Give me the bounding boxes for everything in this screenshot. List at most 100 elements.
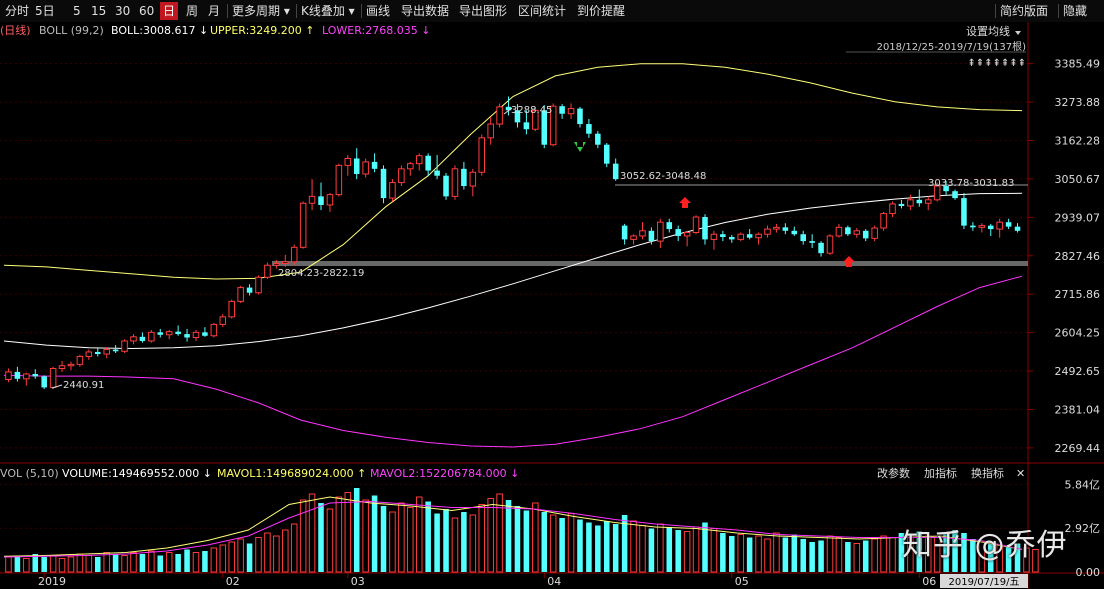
candle[interactable] [871,225,878,242]
candle[interactable] [791,226,798,236]
candle[interactable] [5,368,12,383]
volume-bar[interactable] [987,543,994,573]
candle[interactable] [469,168,477,197]
volume-bar[interactable] [237,538,244,573]
candle[interactable] [380,165,387,204]
candle[interactable] [326,192,334,212]
volume-bar[interactable] [639,525,646,573]
volume-bar[interactable] [192,552,200,573]
volume-bar[interactable] [800,539,806,572]
volume-bar[interactable] [184,549,190,573]
candle[interactable] [246,284,253,296]
volume-bar[interactable] [407,507,414,573]
candle[interactable] [907,194,914,211]
tab-15min[interactable]: 15 [91,4,107,18]
candle[interactable] [112,345,119,353]
candle[interactable] [103,347,110,359]
volume-bar[interactable] [415,496,423,573]
volume-bar[interactable] [228,541,235,573]
volume-bar[interactable] [541,512,548,572]
candle[interactable] [255,275,262,295]
candle[interactable] [425,153,431,176]
switch-indicator-button[interactable]: 换指标 [971,466,1004,480]
vol-indicator-label[interactable]: VOL (5,10) [0,467,59,480]
candle[interactable] [67,361,75,371]
candle[interactable] [666,218,673,233]
volume-bar[interactable] [889,537,896,573]
candle[interactable] [23,372,30,386]
volume-bar[interactable] [818,540,824,573]
volume-bar[interactable] [603,521,610,572]
volume-bar[interactable] [380,506,387,572]
volume-bar[interactable] [746,537,753,573]
candle[interactable] [514,104,521,128]
candle[interactable] [924,196,932,211]
volume-bar[interactable] [567,513,575,573]
candle[interactable] [398,165,405,187]
candle[interactable] [487,117,494,145]
volume-bar[interactable] [880,535,887,573]
volume-bar[interactable] [523,510,530,573]
chevron-down-icon[interactable] [1015,31,1021,35]
candle[interactable] [308,179,316,211]
close-icon[interactable]: ✕ [1016,467,1025,480]
tab-week[interactable]: 周 [186,4,199,18]
candle[interactable] [549,103,557,147]
candle[interactable] [318,182,324,211]
candle[interactable] [389,179,396,202]
candle[interactable] [228,299,235,319]
volume-bar[interactable] [809,542,815,572]
volume-bar[interactable] [58,558,66,573]
volume-bar[interactable] [648,528,655,573]
candle[interactable] [692,215,700,235]
candle[interactable] [755,232,762,245]
candle[interactable] [826,234,834,255]
candle[interactable] [415,153,423,171]
volume-bar[interactable] [692,526,700,573]
indicator-label[interactable]: BOLL (99,2) [39,24,104,37]
volume-bar[interactable] [826,535,834,573]
candle[interactable] [648,227,655,245]
candle[interactable] [720,230,726,242]
candle[interactable] [76,354,84,367]
volume-bar[interactable] [1014,543,1021,573]
volume-bar[interactable] [157,555,164,573]
candle[interactable] [505,96,512,116]
volume-bar[interactable] [67,556,75,573]
candle[interactable] [630,234,637,245]
candle[interactable] [933,182,941,202]
volume-bar[interactable] [362,499,369,573]
candle[interactable] [184,328,190,342]
volume-bar[interactable] [308,493,316,573]
candle[interactable] [299,201,307,249]
volume-bar[interactable] [862,540,869,573]
tab-5min[interactable]: 5 [73,4,81,18]
volume-bar[interactable] [32,554,39,572]
candle[interactable] [451,165,459,200]
volume-bar[interactable] [130,552,137,573]
volume-bar[interactable] [835,537,843,573]
tab-30min[interactable]: 30 [115,4,131,18]
candle[interactable] [1014,223,1021,233]
volume-bar[interactable] [898,533,905,572]
candle[interactable] [344,155,352,176]
candle[interactable] [987,223,994,236]
candle[interactable] [32,369,39,379]
volume-bar[interactable] [165,552,173,573]
volume-bar[interactable] [532,502,539,573]
candle[interactable] [407,161,414,176]
candle[interactable] [639,222,646,240]
set-ma-button[interactable]: 设置均线 [966,24,1010,38]
candle[interactable] [612,158,619,181]
candle[interactable] [800,230,806,245]
candle[interactable] [809,234,815,248]
volume-bar[interactable] [335,496,343,573]
range-statistics-button[interactable]: 区间统计 [518,4,567,18]
candle[interactable] [835,223,843,238]
candle[interactable] [237,285,244,304]
volume-bar[interactable] [907,534,914,573]
volume-bar[interactable] [1023,547,1030,573]
volume-bar[interactable] [112,554,119,572]
volume-bar[interactable] [577,519,583,573]
volume-bar[interactable] [389,511,396,573]
